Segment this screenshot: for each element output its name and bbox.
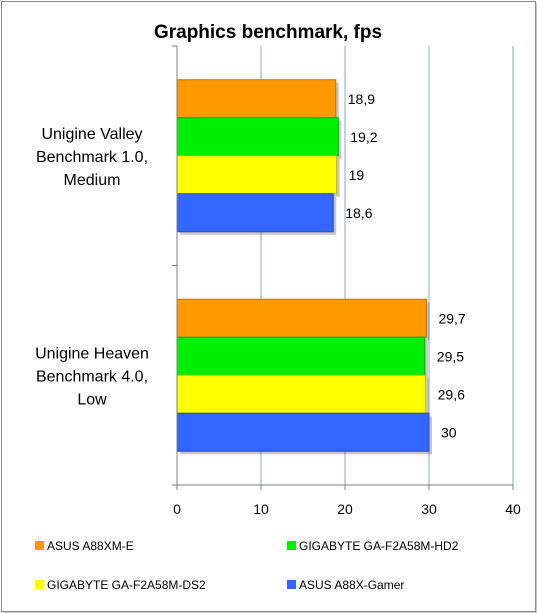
data-label: 18,9 <box>348 91 375 107</box>
bar <box>176 412 430 452</box>
bar <box>176 336 426 376</box>
bar <box>176 298 427 338</box>
x-tick-label: 10 <box>253 501 269 517</box>
bar <box>176 79 337 119</box>
x-tick-label: 30 <box>421 501 437 517</box>
bar <box>176 374 427 414</box>
data-label: 18,6 <box>345 205 372 221</box>
legend-label: ASUS A88XM-E <box>47 539 134 553</box>
legend-label: ASUS A88X-Gamer <box>299 578 404 592</box>
bar <box>176 193 334 233</box>
legend-swatch <box>35 580 44 589</box>
category-label: Unigine Valley <box>41 126 142 143</box>
category-label: Unigine Heaven <box>35 345 149 362</box>
x-tick-label: 20 <box>337 501 353 517</box>
chart-title: Graphics benchmark, fps <box>154 22 382 43</box>
category-label: Low <box>77 391 107 408</box>
bar <box>176 117 339 157</box>
data-label: 29,5 <box>437 348 464 364</box>
category-label: Medium <box>64 172 121 189</box>
data-label: 29,6 <box>438 386 465 402</box>
legend-swatch <box>287 541 296 550</box>
x-tick-label: 0 <box>173 501 181 517</box>
data-label: 19 <box>349 167 365 183</box>
category-label: Benchmark 4.0, <box>36 368 148 385</box>
data-label: 30 <box>441 424 457 440</box>
legend-label: GIGABYTE GA-F2A58M-HD2 <box>299 539 459 553</box>
legend-swatch <box>35 541 44 550</box>
category-label: Benchmark 1.0, <box>36 149 148 166</box>
legend-label: GIGABYTE GA-F2A58M-DS2 <box>47 578 206 592</box>
legend-swatch <box>287 580 296 589</box>
bar <box>176 155 338 195</box>
x-tick-label: 40 <box>505 501 521 517</box>
data-label: 19,2 <box>350 129 377 145</box>
data-label: 29,7 <box>438 310 465 326</box>
